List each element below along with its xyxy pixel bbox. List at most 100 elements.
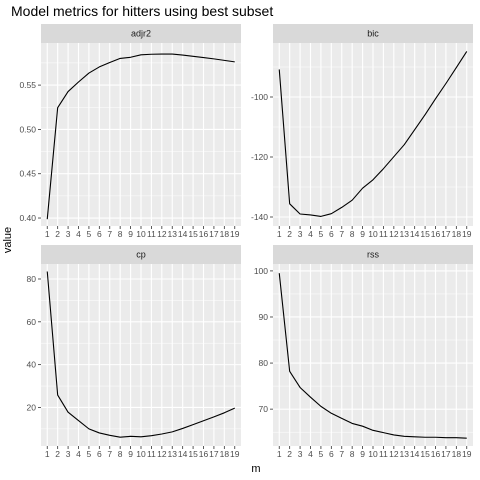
x-tick-label: 5 (87, 229, 92, 239)
x-tick-label: 19 (462, 229, 472, 239)
x-tick-label: 13 (400, 229, 410, 239)
y-tick-label: 0.55 (19, 80, 36, 90)
strip-label-cp: cp (136, 250, 146, 260)
y-tick-label: 40 (27, 360, 37, 370)
x-tick-label: 2 (55, 229, 60, 239)
x-tick-label: 10 (136, 449, 146, 459)
x-tick-label: 18 (220, 449, 230, 459)
x-tick-label: 15 (188, 229, 198, 239)
x-tick-label: 1 (277, 229, 282, 239)
x-tick-label: 16 (431, 449, 441, 459)
y-tick-label: 90 (259, 312, 269, 322)
x-tick-label: 19 (230, 229, 240, 239)
x-tick-label: 1 (277, 449, 282, 459)
strip-cp (41, 245, 241, 264)
y-axis-title: value (2, 227, 14, 253)
y-tick-label: 80 (259, 358, 269, 368)
x-tick-label: 11 (147, 449, 156, 459)
x-tick-label: 4 (76, 229, 81, 239)
x-tick-label: 19 (230, 449, 240, 459)
x-tick-label: 18 (452, 449, 462, 459)
x-tick-label: 3 (298, 449, 303, 459)
x-tick-label: 14 (178, 449, 188, 459)
x-tick-label: 1 (45, 449, 50, 459)
x-tick-label: 8 (350, 449, 355, 459)
x-tick-label: 17 (209, 229, 219, 239)
strip-rss (273, 245, 473, 264)
x-tick-label: 16 (431, 229, 441, 239)
x-tick-label: 4 (76, 449, 81, 459)
x-tick-label: 6 (329, 229, 334, 239)
x-tick-label: 18 (452, 229, 462, 239)
x-tick-label: 14 (178, 229, 188, 239)
x-tick-label: 1 (45, 229, 50, 239)
x-tick-label: 9 (360, 229, 365, 239)
x-tick-label: 3 (298, 229, 303, 239)
y-tick-label: 0.40 (19, 213, 36, 223)
series-line-cp (46, 271, 235, 438)
x-tick-label: 10 (368, 229, 378, 239)
y-tick-label: 60 (27, 317, 37, 327)
x-tick-label: 3 (66, 449, 71, 459)
x-tick-label: 15 (420, 449, 430, 459)
x-tick-label: 13 (168, 229, 178, 239)
x-tick-label: 14 (410, 449, 420, 459)
x-tick-label: 18 (220, 229, 230, 239)
x-tick-label: 17 (441, 229, 451, 239)
x-tick-label: 8 (118, 449, 123, 459)
x-tick-label: 7 (339, 229, 344, 239)
x-tick-label: 9 (128, 449, 133, 459)
y-tick-label: -140 (251, 212, 268, 222)
x-tick-label: 12 (389, 229, 399, 239)
x-tick-label: 2 (287, 229, 292, 239)
series-line-adjr2 (46, 53, 235, 220)
y-tick-label: -100 (251, 92, 268, 102)
series-line-bic (278, 51, 468, 217)
strip-label-bic: bic (367, 29, 379, 39)
x-tick-label: 5 (87, 449, 92, 459)
strip-label-rss: rss (367, 250, 379, 260)
x-tick-label: 12 (157, 449, 167, 459)
x-tick-label: 16 (199, 449, 209, 459)
x-tick-label: 12 (389, 449, 399, 459)
y-tick-label: 20 (27, 402, 37, 412)
x-tick-label: 8 (350, 229, 355, 239)
x-tick-label: 19 (462, 449, 472, 459)
x-tick-label: 11 (379, 449, 388, 459)
x-tick-label: 2 (55, 449, 60, 459)
y-tick-label: 0.45 (19, 169, 36, 179)
x-tick-label: 14 (410, 229, 420, 239)
x-tick-label: 4 (308, 449, 313, 459)
x-tick-label: 10 (136, 229, 146, 239)
strip-bic (273, 24, 473, 43)
x-tick-label: 9 (128, 229, 133, 239)
x-tick-label: 13 (400, 449, 410, 459)
x-tick-label: 15 (420, 229, 430, 239)
x-tick-label: 10 (368, 449, 378, 459)
series-line-rss (278, 273, 467, 439)
y-tick-label: 0.50 (19, 124, 36, 134)
x-tick-label: 7 (107, 449, 112, 459)
strip-label-adjr2: adjr2 (131, 29, 151, 39)
x-tick-label: 9 (360, 449, 365, 459)
x-tick-label: 6 (97, 229, 102, 239)
x-tick-label: 6 (97, 449, 102, 459)
x-tick-label: 17 (209, 449, 219, 459)
x-axis-title: m (251, 463, 260, 475)
y-tick-label: 80 (27, 274, 37, 284)
x-tick-label: 12 (157, 229, 167, 239)
x-tick-label: 7 (339, 449, 344, 459)
x-tick-label: 2 (287, 449, 292, 459)
x-tick-label: 5 (319, 229, 324, 239)
x-tick-label: 11 (147, 229, 156, 239)
x-tick-label: 11 (379, 229, 388, 239)
x-tick-label: 5 (319, 449, 324, 459)
y-tick-label: -120 (251, 152, 268, 162)
